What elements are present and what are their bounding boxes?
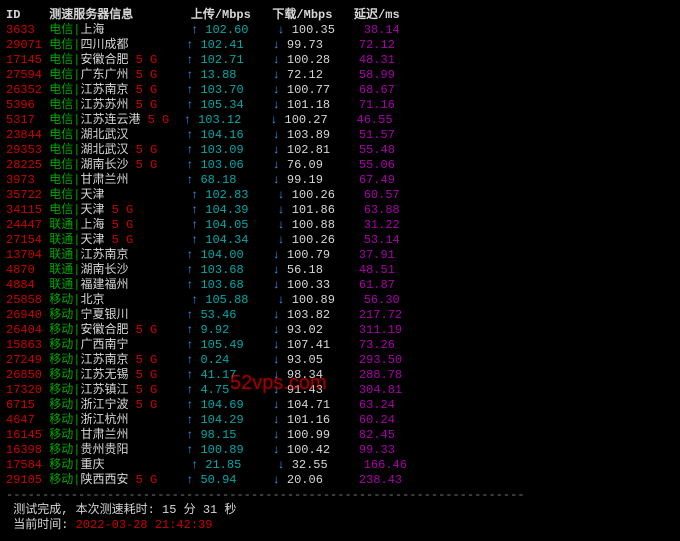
speedtest-terminal: ID 测速服务器信息 上传/Mbps 下载/Mbps 延迟/ms 3633 电信… <box>0 0 680 541</box>
